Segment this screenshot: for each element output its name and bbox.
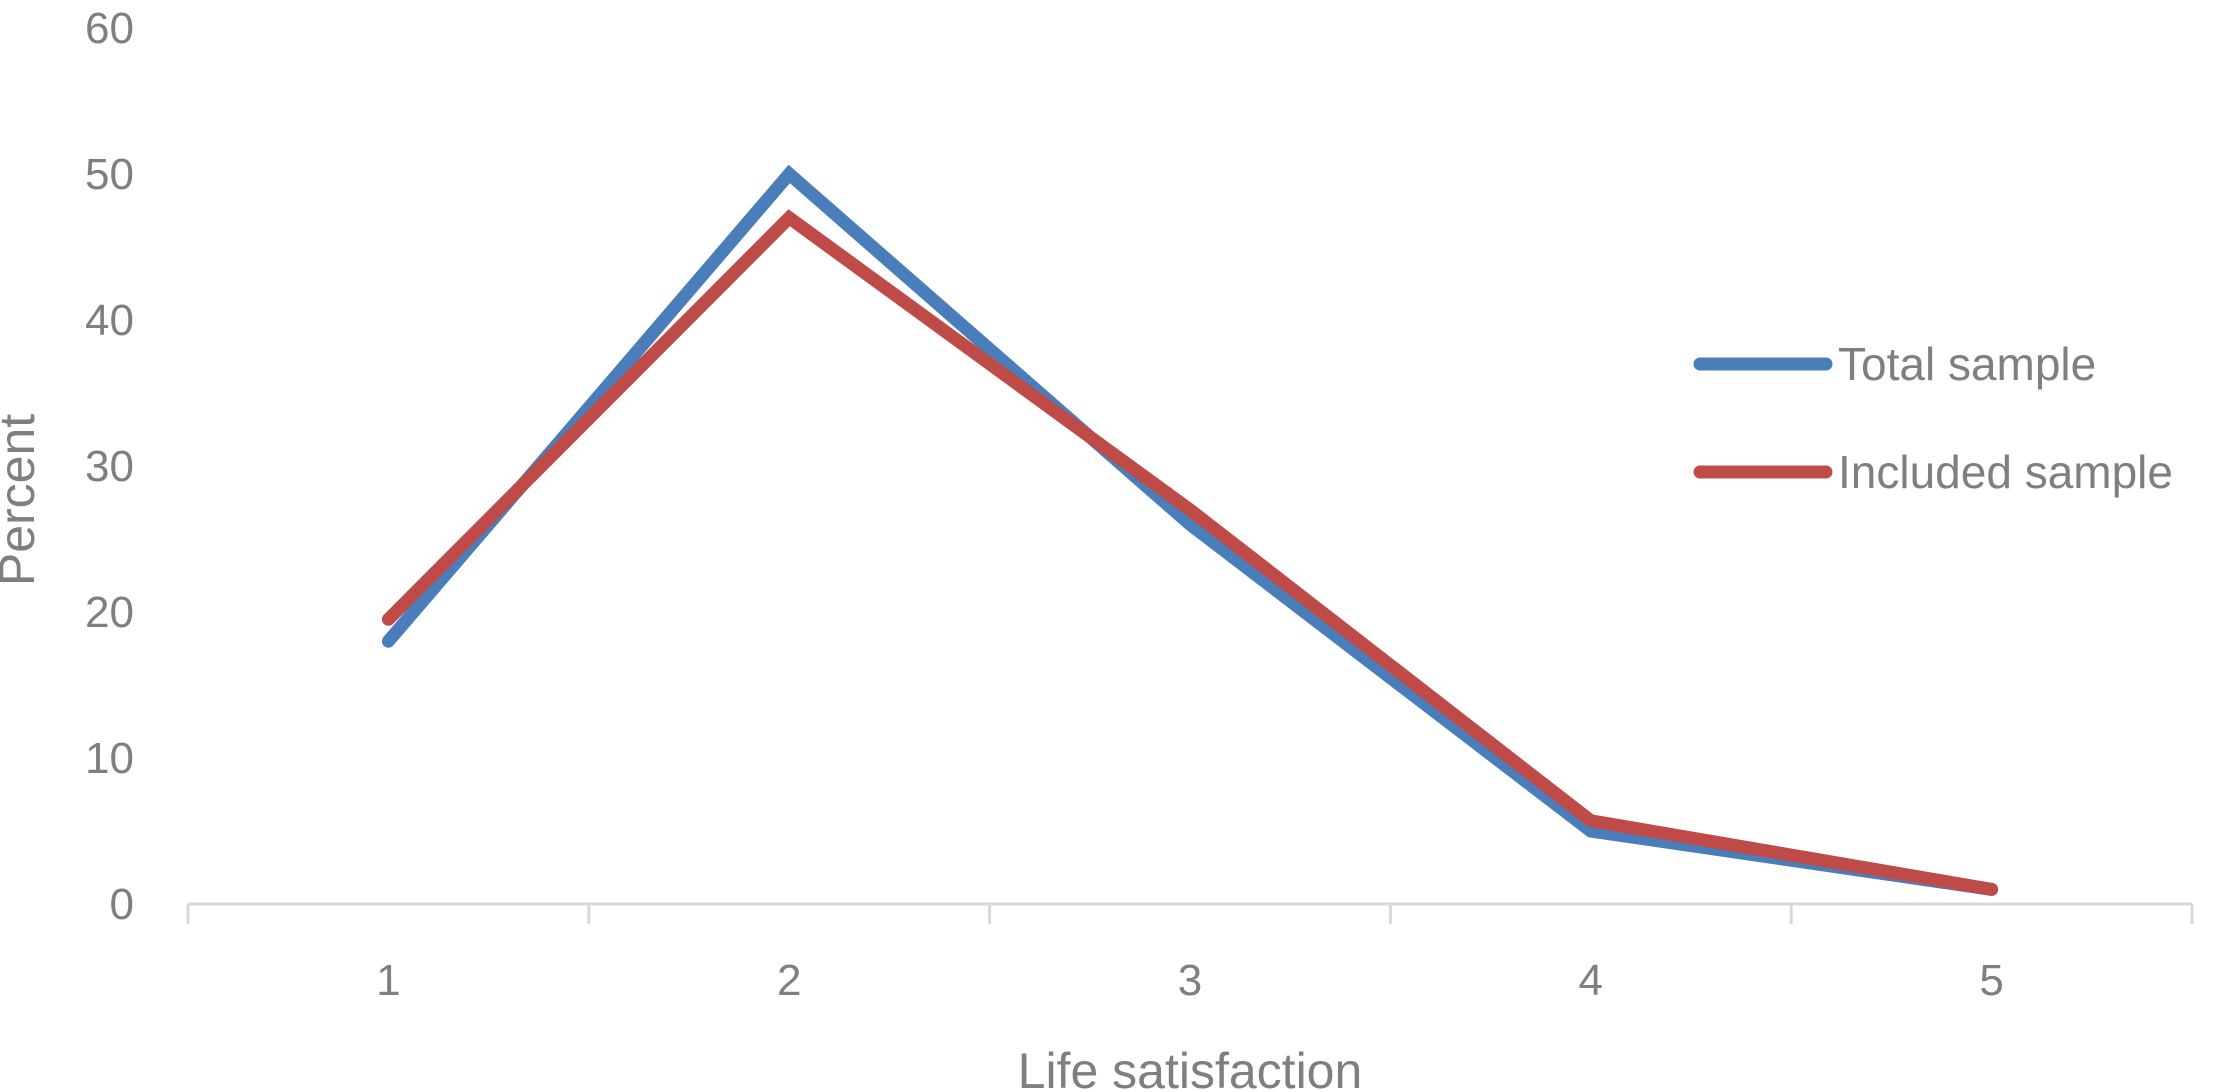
- y-tick-label: 30: [85, 442, 134, 491]
- x-axis-tick-labels: 1 2 3 4 5: [376, 956, 2004, 1005]
- legend-label-2: Included sample: [1838, 446, 2173, 498]
- y-tick-label: 60: [85, 4, 134, 53]
- legend-label-1: Total sample: [1838, 338, 2096, 390]
- y-axis-title: Percent: [0, 414, 45, 586]
- y-tick-label: 40: [85, 296, 134, 345]
- x-axis-title: Life satisfaction: [1018, 1043, 1363, 1092]
- series-line-2: [381, 209, 1999, 896]
- x-tick-label: 4: [1579, 956, 1603, 1005]
- x-tick-label: 3: [1178, 956, 1202, 1005]
- x-tick-label: 1: [376, 956, 400, 1005]
- x-tick-label: 2: [777, 956, 801, 1005]
- y-axis-tick-labels: 0 10 20 30 40 50 60: [85, 4, 134, 929]
- legend: Total sample Included sample: [1693, 338, 2173, 498]
- x-tick-label: 5: [1979, 956, 2003, 1005]
- x-axis-ticks: [186, 904, 2194, 924]
- series-line-1: [381, 164, 1999, 896]
- series-lines: [381, 164, 1999, 896]
- y-tick-label: 20: [85, 588, 134, 637]
- y-tick-label: 0: [110, 880, 134, 929]
- y-tick-label: 10: [85, 734, 134, 783]
- y-tick-label: 50: [85, 150, 134, 199]
